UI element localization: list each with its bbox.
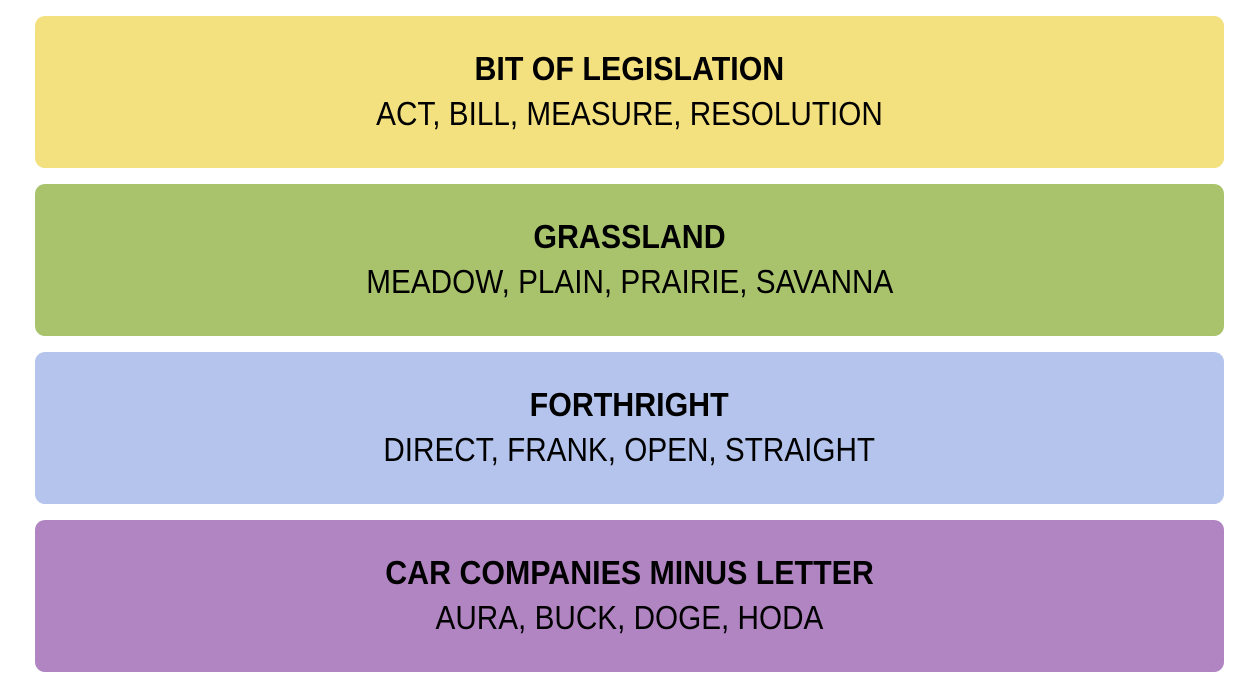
group-title: CAR COMPANIES MINUS LETTER [385,554,874,591]
group-members: DIRECT, FRANK, OPEN, STRAIGHT [383,431,876,468]
solved-group-purple: CAR COMPANIES MINUS LETTER AURA, BUCK, D… [35,520,1224,672]
group-members: AURA, BUCK, DOGE, HODA [435,599,824,636]
group-title: BIT OF LEGISLATION [474,50,785,87]
solved-group-blue: FORTHRIGHT DIRECT, FRANK, OPEN, STRAIGHT [35,352,1224,504]
group-title: GRASSLAND [533,218,726,255]
solved-group-yellow: BIT OF LEGISLATION ACT, BILL, MEASURE, R… [35,16,1224,168]
solved-group-green: GRASSLAND MEADOW, PLAIN, PRAIRIE, SAVANN… [35,184,1224,336]
group-members: ACT, BILL, MEASURE, RESOLUTION [376,95,883,132]
group-members: MEADOW, PLAIN, PRAIRIE, SAVANNA [365,263,894,300]
group-title: FORTHRIGHT [529,386,730,423]
